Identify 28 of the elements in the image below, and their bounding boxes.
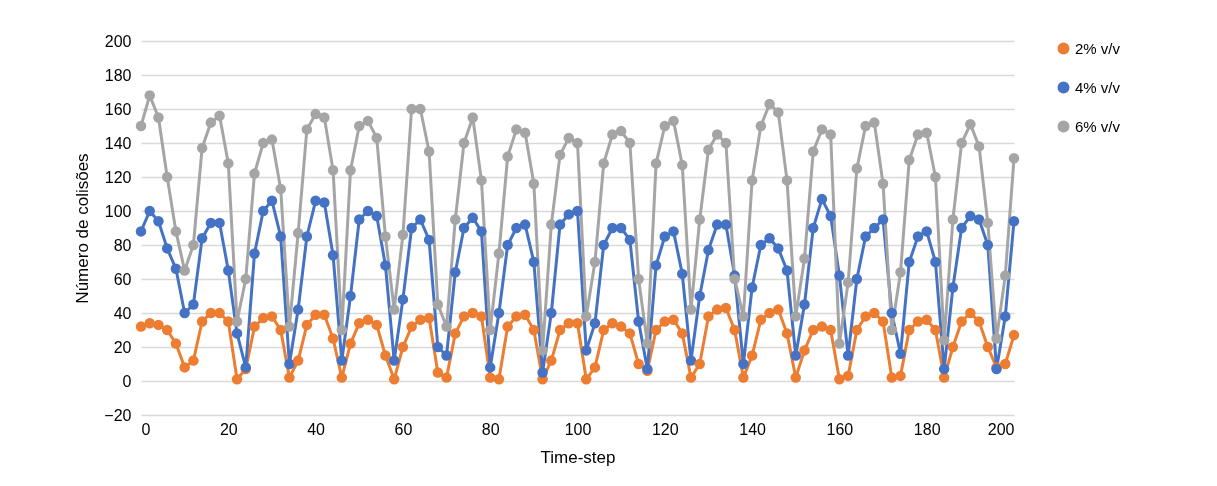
y-axis-title: Número de colisões bbox=[73, 153, 93, 304]
y-tick-label: 180 bbox=[104, 66, 132, 84]
y-tick-label: 0 bbox=[122, 372, 132, 390]
x-tick-label: 80 bbox=[481, 420, 500, 438]
y-tick-label: 200 bbox=[104, 32, 132, 50]
x-tick-label: 100 bbox=[564, 420, 592, 438]
y-tick-label: 60 bbox=[113, 270, 132, 288]
y-tick-label: 40 bbox=[113, 304, 132, 322]
y-tick-label: 80 bbox=[113, 236, 132, 254]
x-tick-label: 60 bbox=[394, 420, 413, 438]
y-tick-label: −20 bbox=[104, 406, 132, 424]
x-tick-label: 40 bbox=[307, 420, 326, 438]
legend-label: 4% v/v bbox=[1075, 78, 1121, 96]
y-tick-label: 120 bbox=[104, 168, 132, 186]
x-tick-label: 120 bbox=[651, 420, 679, 438]
x-tick-label: 140 bbox=[739, 420, 767, 438]
legend-label: 2% v/v bbox=[1075, 39, 1121, 57]
legend-label: 6% v/v bbox=[1075, 117, 1121, 135]
x-axis-title: Time-step bbox=[540, 447, 616, 467]
y-tick-label: 160 bbox=[104, 100, 132, 118]
x-tick-label: 200 bbox=[987, 420, 1015, 438]
y-tick-label: 20 bbox=[113, 338, 132, 356]
x-tick-label: 180 bbox=[913, 420, 941, 438]
y-tick-label: 140 bbox=[104, 134, 132, 152]
x-tick-label: 0 bbox=[141, 420, 151, 438]
x-tick-label: 160 bbox=[826, 420, 854, 438]
y-tick-label: 100 bbox=[104, 202, 132, 220]
x-tick-label: 20 bbox=[219, 420, 238, 438]
